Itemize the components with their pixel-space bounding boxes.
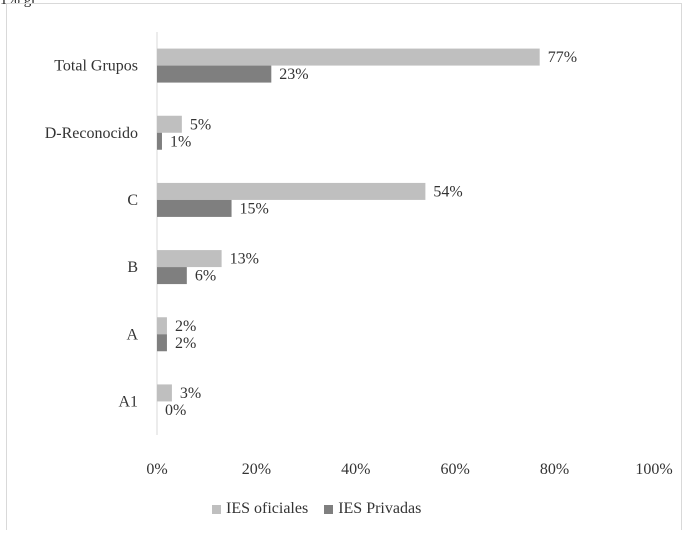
bar-oficiales-a — [157, 317, 167, 335]
data-label-privadas-total-grupos: 23% — [279, 66, 308, 83]
bar-privadas-d-reconocido — [157, 132, 162, 150]
legend-swatch-privadas — [324, 504, 334, 514]
bar-oficiales-b — [157, 250, 222, 268]
legend-item-privadas: IES Privadas — [324, 500, 421, 518]
legend-item-oficiales: IES oficiales — [212, 500, 308, 518]
data-label-oficiales-d-reconocido: 5% — [190, 116, 211, 133]
x-tick-label-0: 0% — [146, 461, 167, 478]
category-label-b: B — [127, 259, 138, 276]
cropped-header-text: 1% gr — [0, 0, 37, 8]
bar-privadas-total-grupos — [157, 65, 272, 83]
x-tick-label-60: 60% — [441, 461, 470, 478]
legend-swatch-oficiales — [212, 504, 221, 514]
x-tick-labels-group: 0% 20% 40% 60% 80% 100% — [146, 461, 672, 478]
bar-privadas-a — [157, 334, 167, 352]
bar-oficiales-c — [157, 182, 426, 200]
category-label-a: A — [126, 326, 138, 343]
data-labels-group: 77% 23% 5%1% 54% 15% 13% 6% 2%2% 3%0% — [165, 49, 577, 419]
data-label-privadas-c: 15% — [240, 200, 269, 217]
x-tick-label-80: 80% — [540, 461, 569, 478]
data-label-oficiales-total-grupos: 77% — [548, 49, 577, 66]
bar-oficiales-a1 — [157, 384, 172, 402]
data-label-privadas-b: 6% — [195, 268, 216, 285]
legend: IES oficiales IES Privadas — [212, 497, 437, 521]
category-label-a1: A1 — [118, 393, 138, 410]
x-tick-label-40: 40% — [341, 461, 370, 478]
data-label-oficiales-a: 2% — [175, 318, 196, 335]
category-label-d-reconocido: D-Reconocido — [45, 125, 138, 142]
bar-oficiales-d-reconocido — [157, 115, 182, 133]
category-label-total-grupos: Total Grupos — [54, 58, 138, 75]
data-label-oficiales-b: 13% — [230, 251, 259, 268]
legend-label-privadas: IES Privadas — [338, 500, 422, 517]
bar-privadas-c — [157, 199, 232, 217]
data-label-oficiales-c: 54% — [433, 183, 462, 200]
data-label-privadas-d-reconocido: 1% — [170, 133, 191, 150]
data-label-privadas-a: 2% — [175, 335, 196, 352]
category-labels-group: Total Grupos D-Reconocido C B A A1 — [45, 58, 139, 411]
category-label-c: C — [127, 192, 138, 209]
x-tick-label-100: 100% — [635, 461, 672, 478]
data-label-oficiales-a1: 3% — [180, 385, 201, 402]
bars-group — [157, 48, 540, 402]
chart-frame — [6, 3, 682, 530]
x-tick-label-20: 20% — [242, 461, 271, 478]
bar-oficiales-total-grupos — [157, 48, 540, 66]
legend-label-oficiales: IES oficiales — [226, 500, 309, 517]
bar-privadas-b — [157, 267, 187, 285]
data-label-privadas-a1: 0% — [165, 402, 186, 419]
